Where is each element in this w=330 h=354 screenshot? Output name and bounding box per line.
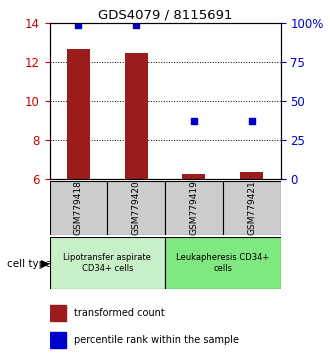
Point — [191, 118, 197, 124]
Bar — [50, 305, 66, 321]
Bar — [50, 237, 165, 289]
Bar — [165, 181, 223, 235]
Bar — [67, 49, 90, 179]
Text: cell type: cell type — [7, 259, 51, 269]
Point — [249, 118, 254, 124]
Text: Leukapheresis CD34+
cells: Leukapheresis CD34+ cells — [176, 253, 269, 273]
Bar — [240, 172, 263, 179]
Point — [76, 22, 81, 27]
Bar — [223, 181, 280, 235]
Text: GSM779420: GSM779420 — [132, 181, 141, 235]
Text: transformed count: transformed count — [74, 308, 165, 318]
Bar — [182, 174, 205, 179]
Text: ▶: ▶ — [41, 259, 50, 269]
Bar — [50, 181, 107, 235]
Text: Lipotransfer aspirate
CD34+ cells: Lipotransfer aspirate CD34+ cells — [63, 253, 151, 273]
Bar — [165, 237, 280, 289]
Text: GSM779418: GSM779418 — [74, 181, 83, 235]
Bar — [50, 332, 66, 348]
Title: GDS4079 / 8115691: GDS4079 / 8115691 — [98, 9, 232, 22]
Text: GSM779419: GSM779419 — [189, 181, 198, 235]
Text: GSM779421: GSM779421 — [247, 181, 256, 235]
Bar — [107, 181, 165, 235]
Point — [133, 22, 139, 27]
Bar — [125, 53, 148, 179]
Text: percentile rank within the sample: percentile rank within the sample — [74, 335, 239, 346]
